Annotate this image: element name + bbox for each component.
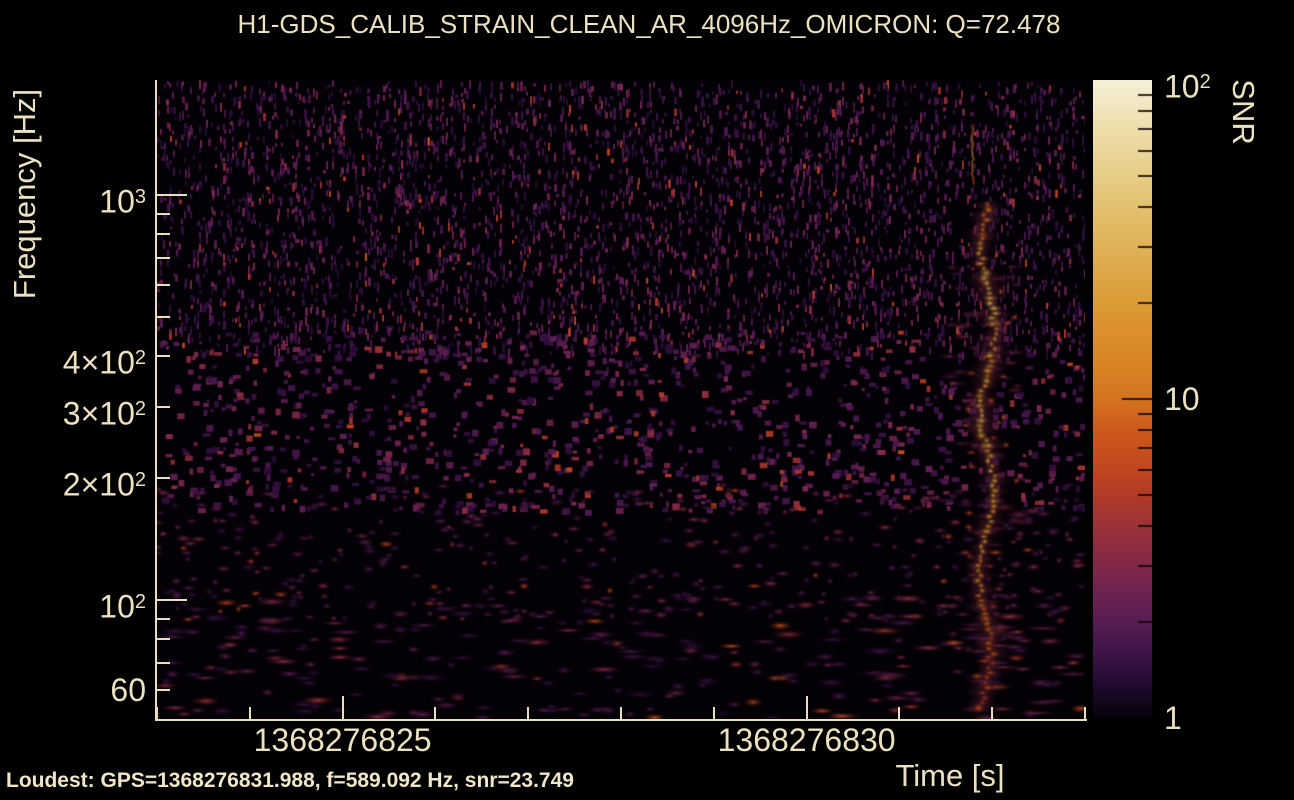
x-axis-line bbox=[155, 719, 1087, 721]
colorbar-tick-label: 1 bbox=[1164, 700, 1182, 736]
x-tick bbox=[712, 707, 715, 719]
y-tick bbox=[157, 315, 170, 318]
y-tick bbox=[157, 283, 170, 286]
x-tick bbox=[156, 707, 158, 719]
x-tick-label: 1368276825 bbox=[253, 722, 432, 758]
x-tick bbox=[805, 696, 808, 719]
y-axis-line bbox=[155, 80, 157, 721]
x-tick-label: 1368276830 bbox=[717, 722, 896, 758]
y-tick bbox=[157, 477, 170, 480]
y-tick-label: 4×102 bbox=[62, 344, 146, 381]
x-tick bbox=[1084, 707, 1086, 719]
y-tick bbox=[157, 194, 187, 197]
colorbar-title: SNR bbox=[1226, 79, 1261, 145]
plot-title: H1-GDS_CALIB_STRAIN_CLEAN_AR_4096Hz_OMIC… bbox=[237, 9, 1061, 39]
x-tick bbox=[620, 707, 622, 719]
colorbar-canvas bbox=[1093, 80, 1152, 718]
x-axis-title: Time [s] bbox=[895, 758, 1005, 793]
y-tick bbox=[157, 212, 170, 215]
x-tick bbox=[341, 696, 344, 719]
y-tick bbox=[157, 689, 170, 692]
y-tick bbox=[157, 256, 170, 259]
spectrogram-canvas bbox=[157, 80, 1085, 720]
x-tick bbox=[248, 707, 251, 719]
x-tick bbox=[434, 707, 437, 719]
y-tick bbox=[157, 617, 170, 620]
x-tick bbox=[991, 707, 994, 719]
y-tick-label: 2×102 bbox=[62, 466, 146, 503]
colorbar-tick-label: 102 bbox=[1164, 68, 1211, 105]
y-tick bbox=[157, 599, 187, 602]
y-tick bbox=[157, 355, 170, 358]
y-tick-label: 103 bbox=[99, 183, 146, 220]
x-tick bbox=[527, 707, 530, 719]
y-tick bbox=[157, 233, 170, 236]
y-tick bbox=[157, 661, 170, 664]
colorbar-tick-label: 10 bbox=[1164, 381, 1200, 417]
loudest-event-text: Loudest: GPS=1368276831.988, f=589.092 H… bbox=[6, 769, 574, 792]
x-tick bbox=[898, 707, 901, 719]
y-tick bbox=[157, 638, 170, 641]
y-tick-label: 3×102 bbox=[62, 395, 146, 432]
y-tick bbox=[157, 405, 170, 408]
y-tick-label: 102 bbox=[99, 588, 146, 625]
y-tick-label: 60 bbox=[110, 672, 146, 709]
